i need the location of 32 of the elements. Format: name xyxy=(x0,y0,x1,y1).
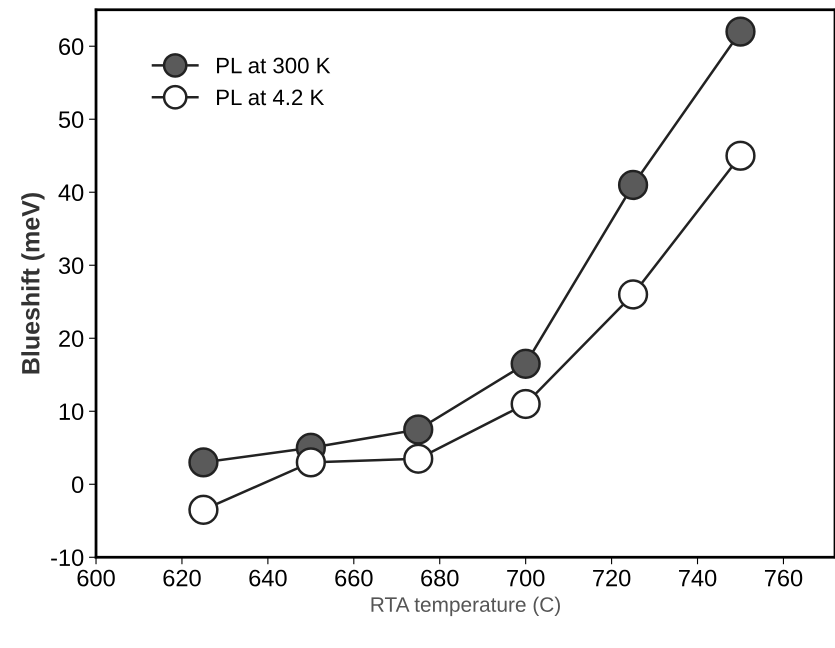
y-tick-label: -10 xyxy=(51,549,84,566)
point xyxy=(188,494,219,525)
x-tick-label: 760 xyxy=(764,570,802,586)
y-tick-label: 60 xyxy=(59,38,84,56)
point xyxy=(510,388,541,420)
x-tick-label: 600 xyxy=(78,570,115,586)
y-tick-label: 20 xyxy=(59,330,84,348)
y-tick-label: 40 xyxy=(58,184,84,202)
x-axis-title: RTA temperature (C) xyxy=(372,596,560,616)
point xyxy=(510,348,541,379)
point xyxy=(725,16,756,47)
point xyxy=(188,447,219,478)
y-axis-title: Blueshift (meV) xyxy=(21,193,45,374)
y-tick-label: 0 xyxy=(72,476,84,494)
point xyxy=(296,447,326,478)
y-tick-label: 50 xyxy=(58,111,84,128)
point xyxy=(403,444,434,474)
y-tick-label: 10 xyxy=(60,403,84,420)
x-tick-label: 640 xyxy=(249,570,287,586)
x-tick-label: 740 xyxy=(679,570,716,586)
point xyxy=(618,170,648,200)
point xyxy=(725,140,756,171)
x-tick-label: 720 xyxy=(593,570,630,586)
x-tick-label: 680 xyxy=(421,570,459,586)
x-tick-label: 700 xyxy=(507,570,544,586)
x-tick-label: 660 xyxy=(335,570,373,586)
legend-label: PL at 300 K xyxy=(217,58,330,74)
point xyxy=(403,414,434,445)
point xyxy=(618,279,648,310)
legend-label: PL at 4.2 K xyxy=(217,90,324,106)
y-tick-label: 30 xyxy=(58,257,84,274)
x-tick-label: 620 xyxy=(163,570,201,586)
